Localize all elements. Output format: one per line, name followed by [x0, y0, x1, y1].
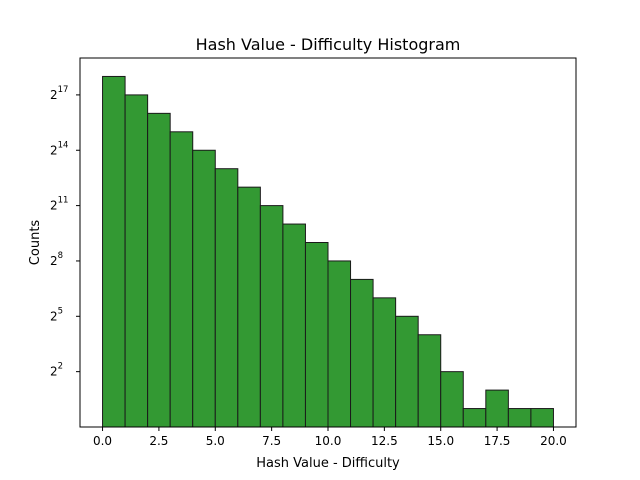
histogram-bar: [462, 408, 487, 428]
y-tick-base: 2: [50, 309, 58, 323]
y-tick-exponent: 11: [58, 196, 69, 206]
histogram-bar: [350, 278, 374, 428]
y-tick-label: 28: [50, 251, 63, 268]
y-tick-base: 2: [50, 365, 58, 379]
histogram-bar: [530, 408, 554, 428]
x-tick-label: 10.0: [315, 434, 342, 448]
histogram-bar: [440, 371, 464, 428]
y-tick-label: 214: [50, 140, 68, 157]
x-tick-label: 12.5: [371, 434, 398, 448]
histogram-bar: [237, 186, 261, 428]
y-tick-base: 2: [50, 254, 58, 268]
y-tick-exponent: 8: [58, 251, 63, 261]
histogram-bar: [124, 94, 149, 428]
histogram-bar: [395, 315, 419, 428]
histogram-bar: [485, 389, 509, 428]
y-axis-label: Counts: [28, 220, 43, 266]
x-tick-label: 17.5: [484, 434, 511, 448]
y-tick-exponent: 14: [58, 140, 69, 150]
y-tick-exponent: 5: [58, 306, 63, 316]
histogram-bar: [259, 205, 284, 428]
y-tick-base: 2: [50, 143, 58, 157]
y-tick-label: 217: [50, 85, 68, 102]
x-axis-label: Hash Value - Difficulty: [256, 456, 400, 471]
y-tick-label: 25: [50, 306, 63, 323]
histogram-bar: [192, 149, 216, 428]
histogram-bar: [417, 334, 442, 428]
bars-group: [102, 75, 554, 428]
histogram-bar: [169, 131, 194, 428]
x-tick-label: 5.0: [206, 434, 225, 448]
x-tick-label: 20.0: [540, 434, 567, 448]
x-tick-label: 2.5: [149, 434, 168, 448]
histogram-bar: [214, 168, 239, 428]
histogram-bar: [507, 408, 532, 428]
y-tick-exponent: 2: [58, 362, 63, 372]
x-tick-label: 7.5: [262, 434, 281, 448]
x-axis-ticks: 0.0 2.5 5.0 7.5 10.0 12.5 15.0 17.5 20.0: [93, 427, 567, 448]
histogram-bar: [327, 260, 352, 428]
histogram-bar: [282, 223, 306, 428]
y-tick-label: 211: [50, 196, 68, 213]
x-tick-label: 0.0: [93, 434, 112, 448]
chart-title: Hash Value - Difficulty Histogram: [196, 35, 461, 54]
y-tick-base: 2: [50, 88, 58, 102]
y-tick-exponent: 17: [58, 85, 69, 95]
histogram-bar: [304, 242, 329, 428]
x-tick-label: 15.0: [427, 434, 454, 448]
histogram-bar: [147, 112, 171, 428]
y-tick-base: 2: [50, 199, 58, 213]
histogram-bar: [102, 75, 126, 428]
histogram-bar: [372, 297, 397, 428]
y-tick-label: 22: [50, 362, 63, 379]
